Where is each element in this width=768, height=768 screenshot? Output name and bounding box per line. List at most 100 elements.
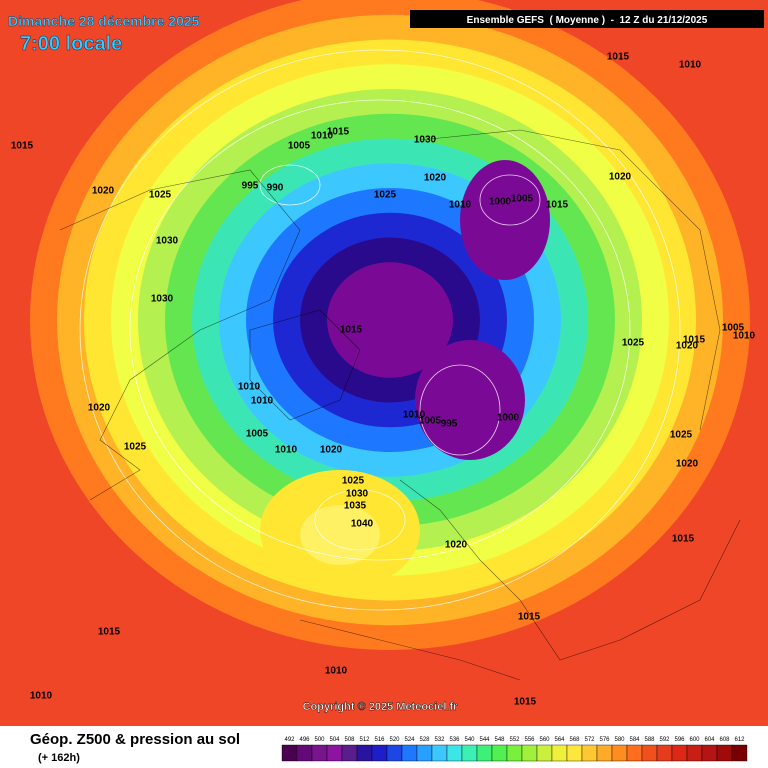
isobar-label: 1015	[672, 534, 695, 545]
scale-label: 556	[524, 737, 535, 743]
field-band	[300, 505, 380, 565]
scale-swatch	[431, 744, 448, 762]
date-title: Dimanche 28 décembre 2025	[8, 13, 200, 29]
isobar-label: 1005	[722, 323, 745, 334]
isobar-label: 1005	[246, 429, 269, 440]
scale-swatch	[536, 744, 553, 762]
isobar-label: 1020	[92, 186, 115, 197]
scale-label: 592	[659, 737, 670, 743]
scale-swatch	[611, 744, 628, 762]
run-banner	[410, 10, 764, 28]
scale-swatch	[701, 744, 718, 762]
scale-swatch	[656, 744, 673, 762]
scale-label: 580	[614, 737, 625, 743]
scale-swatch	[326, 744, 343, 762]
field-band	[460, 160, 550, 280]
time-title: 7:00 locale	[20, 33, 122, 55]
isobar-label: 1030	[156, 236, 179, 247]
scale-label: 560	[539, 737, 550, 743]
scale-swatch	[731, 744, 748, 762]
scale-label: 600	[689, 737, 700, 743]
isobar-label: 1040	[351, 519, 374, 530]
scale-swatch	[596, 744, 613, 762]
scale-swatch	[371, 744, 388, 762]
isobar-label: 1015	[683, 335, 706, 346]
field-band	[415, 340, 525, 460]
scale-swatch	[521, 744, 538, 762]
scale-swatch	[626, 744, 643, 762]
isobar-label: 1030	[151, 294, 174, 305]
scale-swatch	[641, 744, 658, 762]
isobar-label: 1020	[676, 341, 699, 352]
isobar-label: 1010	[311, 131, 334, 142]
isobar-label: 1025	[670, 430, 693, 441]
isobar-label: 995	[242, 181, 259, 192]
lead-time: (+ 162h)	[38, 752, 80, 764]
scale-swatch	[401, 744, 418, 762]
isobar-label: 1020	[609, 172, 632, 183]
isobar-label: 1025	[622, 338, 645, 349]
isobar-label: 1005	[511, 194, 534, 205]
scale-label: 540	[464, 737, 475, 743]
scale-swatch	[446, 744, 463, 762]
scale-swatch	[566, 744, 583, 762]
isobars	[79, 49, 681, 611]
scale-label: 612	[734, 737, 745, 743]
scale-label: 528	[419, 737, 430, 743]
scale-label: 500	[314, 737, 325, 743]
scale-swatch	[416, 744, 433, 762]
isobar-label: 1030	[346, 489, 369, 500]
isobar-label: 1015	[11, 141, 34, 152]
isobar-label: 1010	[251, 396, 274, 407]
isobar-label: 1010	[30, 691, 53, 702]
scale-swatch	[716, 744, 733, 762]
geopotential-field	[30, 0, 750, 650]
scale-label: 520	[389, 737, 400, 743]
scale-swatch	[476, 744, 493, 762]
scale-swatch	[386, 744, 403, 762]
isobar-label: 1010	[403, 410, 426, 421]
scale-label: 496	[299, 737, 310, 743]
isobar-label: 995	[441, 419, 458, 430]
isobar-label: 1010	[325, 666, 348, 677]
isobar-label: 1025	[124, 442, 147, 453]
coastlines	[59, 129, 741, 681]
scale-swatch	[581, 744, 598, 762]
scale-label: 492	[284, 737, 295, 743]
color-scale: 492 496 500 504 508 512 516 520 524 528 532 536 540 5…	[281, 737, 748, 762]
isobar-label: 1015	[340, 325, 363, 336]
scale-label: 548	[494, 737, 505, 743]
scale-label: 576	[599, 737, 610, 743]
isobar-label: 1015	[518, 612, 541, 623]
isobar-label: 1015	[98, 627, 121, 638]
isobar-label: 1015	[546, 200, 569, 211]
scale-label: 588	[644, 737, 655, 743]
scale-swatch	[506, 744, 523, 762]
isobar-label: 1020	[424, 173, 447, 184]
scale-swatch	[311, 744, 328, 762]
scale-label: 584	[629, 737, 640, 743]
scale-label: 532	[434, 737, 445, 743]
copyright: Copyright © 2025 Meteociel.fr	[303, 701, 459, 713]
scale-swatch	[671, 744, 688, 762]
isobar-label: 1015	[327, 127, 350, 138]
isobar-label: 1015	[514, 697, 537, 708]
scale-swatch	[491, 744, 508, 762]
isobar-label: 990	[267, 183, 284, 194]
isobar-label: 1010	[733, 331, 756, 342]
scale-label: 572	[584, 737, 595, 743]
isobar-label: 1020	[320, 445, 343, 456]
scale-label: 544	[479, 737, 490, 743]
scale-swatch	[341, 744, 358, 762]
scale-swatch	[686, 744, 703, 762]
isobar-label: 1020	[676, 459, 699, 470]
isobar-label: 1010	[238, 382, 261, 393]
isobar-label: 1030	[414, 135, 437, 146]
scale-swatch	[356, 744, 373, 762]
isobar-label: 1010	[679, 60, 702, 71]
scale-label: 608	[719, 737, 730, 743]
scale-label: 564	[554, 737, 565, 743]
scale-label: 596	[674, 737, 685, 743]
